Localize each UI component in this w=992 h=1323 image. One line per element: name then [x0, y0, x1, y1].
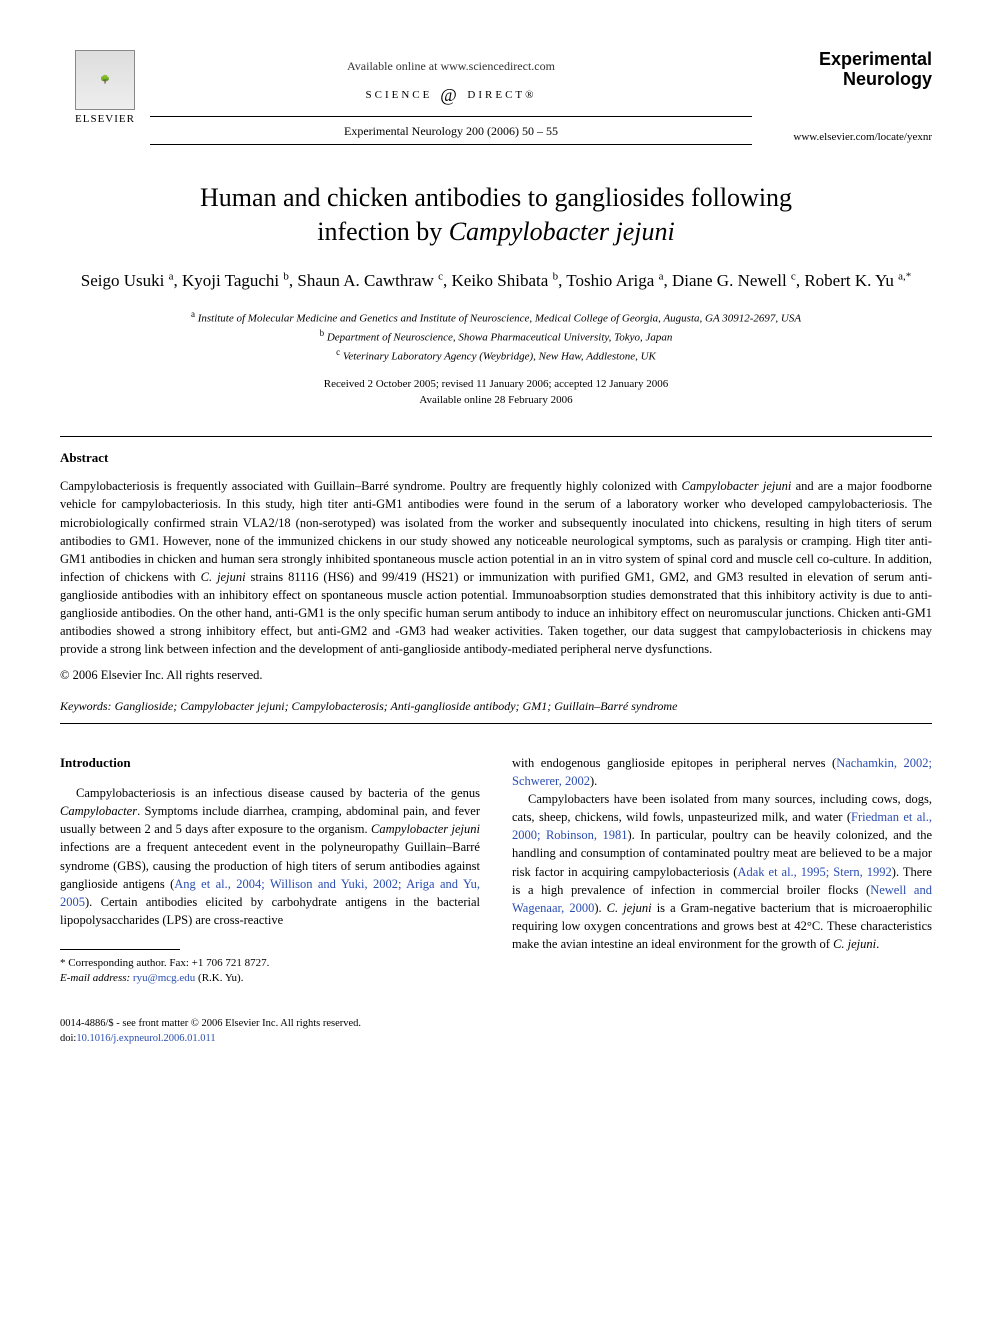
footnote-email: E-mail address: ryu@mcg.edu (R.K. Yu). [60, 971, 480, 986]
keywords-label: Keywords: [60, 699, 112, 713]
article-dates: Received 2 October 2005; revised 11 Janu… [60, 377, 932, 408]
journal-name-1: Experimental [752, 50, 932, 70]
doi-link[interactable]: 10.1016/j.expneurol.2006.01.011 [76, 1033, 215, 1044]
column-right: with endogenous ganglioside epitopes in … [512, 754, 932, 987]
email-tail: (R.K. Yu). [198, 972, 243, 984]
col2-para1: with endogenous ganglioside epitopes in … [512, 754, 932, 790]
sciencedirect-logo: SCIENCE @ DIRECT® [150, 83, 752, 108]
abstract-body: Campylobacteriosis is frequently associa… [60, 477, 932, 658]
article-title: Human and chicken antibodies to ganglios… [100, 181, 892, 249]
footnote-corresponding: * Corresponding author. Fax: +1 706 721 … [60, 956, 480, 971]
bottom-metadata: 0014-4886/$ - see front matter © 2006 El… [60, 1017, 932, 1046]
affil-b: Department of Neuroscience, Showa Pharma… [327, 332, 673, 344]
page-container: 🌳 ELSEVIER Available online at www.scien… [0, 0, 992, 1086]
keywords: Keywords: Ganglioside; Campylobacter jej… [60, 698, 932, 715]
rule [150, 116, 752, 117]
publisher-logo-block: 🌳 ELSEVIER [60, 50, 150, 127]
column-left: Introduction Campylobacteriosis is an in… [60, 754, 480, 987]
journal-url: www.elsevier.com/locate/yexnr [752, 130, 932, 145]
intro-paragraph: Campylobacteriosis is an infectious dise… [60, 784, 480, 929]
journal-reference: Experimental Neurology 200 (2006) 50 – 5… [150, 123, 752, 140]
title-line2-italic: Campylobacter jejuni [449, 217, 675, 246]
intro-heading: Introduction [60, 754, 480, 772]
journal-title-block: Experimental Neurology www.elsevier.com/… [752, 50, 932, 145]
center-header: Available online at www.sciencedirect.co… [150, 50, 752, 149]
affil-a: Institute of Molecular Medicine and Gene… [198, 313, 801, 325]
sd-text-left: SCIENCE [366, 89, 433, 101]
abstract-rule-bottom [60, 723, 932, 724]
title-line1: Human and chicken antibodies to ganglios… [200, 183, 792, 212]
sd-text-right: DIRECT® [467, 89, 536, 101]
body-columns: Introduction Campylobacteriosis is an in… [60, 754, 932, 987]
copyright: © 2006 Elsevier Inc. All rights reserved… [60, 667, 932, 685]
authors: Seigo Usuki a, Kyoji Taguchi b, Shaun A.… [60, 268, 932, 294]
rule [150, 144, 752, 145]
available-online-text: Available online at www.sciencedirect.co… [150, 58, 752, 75]
sd-swirl-icon: @ [440, 83, 460, 108]
affiliations: a Institute of Molecular Medicine and Ge… [60, 308, 932, 365]
header: 🌳 ELSEVIER Available online at www.scien… [60, 50, 932, 149]
email-link[interactable]: ryu@mcg.edu [133, 972, 195, 984]
affil-c: Veterinary Laboratory Agency (Weybridge)… [343, 351, 656, 363]
footnote-rule [60, 949, 180, 950]
abstract-heading: Abstract [60, 449, 932, 467]
doi-line: doi:10.1016/j.expneurol.2006.01.011 [60, 1032, 932, 1047]
dates-online: Available online 28 February 2006 [419, 394, 572, 406]
title-line2-plain: infection by [317, 217, 448, 246]
col2-para2: Campylobacters have been isolated from m… [512, 790, 932, 953]
elsevier-tree-icon: 🌳 [75, 50, 135, 110]
publisher-label: ELSEVIER [75, 112, 135, 127]
abstract-rule-top [60, 436, 932, 437]
email-label: E-mail address: [60, 972, 130, 984]
keywords-values: Ganglioside; Campylobacter jejuni; Campy… [115, 699, 678, 713]
journal-name-2: Neurology [752, 70, 932, 90]
issn-line: 0014-4886/$ - see front matter © 2006 El… [60, 1017, 932, 1032]
dates-received: Received 2 October 2005; revised 11 Janu… [324, 378, 668, 390]
